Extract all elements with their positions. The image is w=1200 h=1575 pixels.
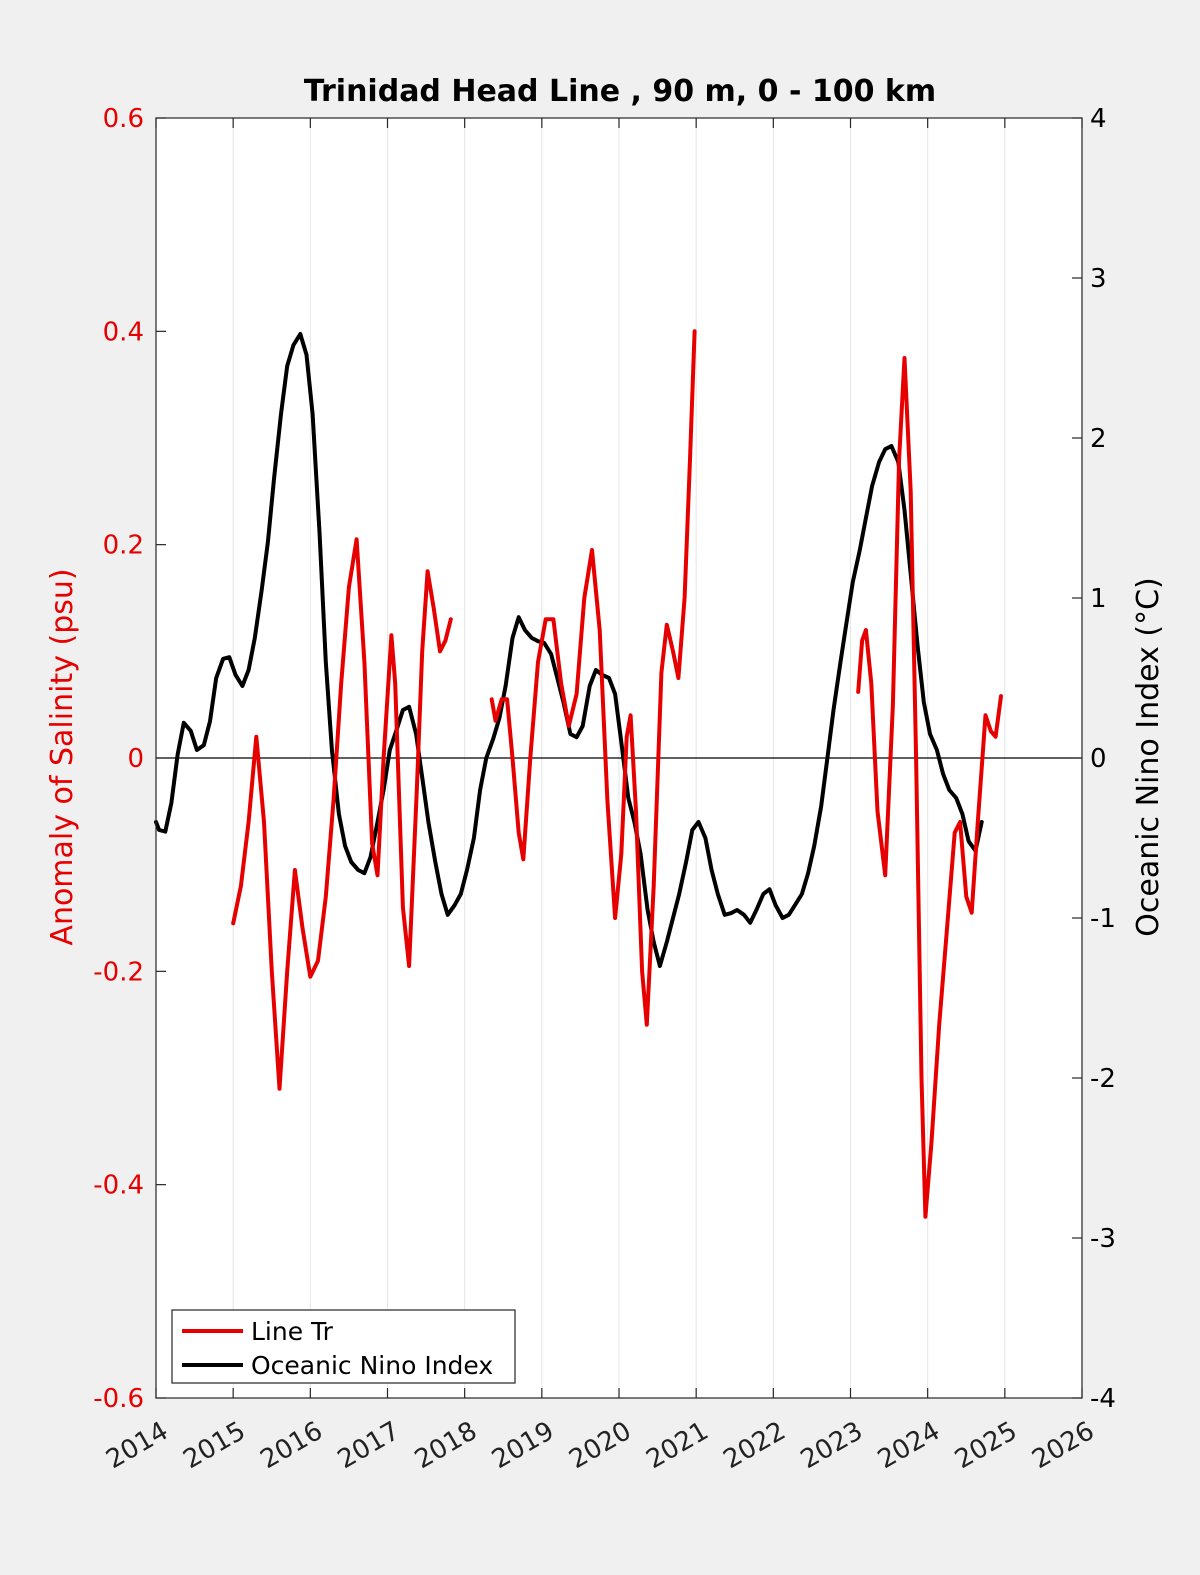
salinity-line-segment-2 [856,356,1003,1219]
right-axis-ticks: -4 -3 -2 -1 0 1 2 3 4 [1072,104,1116,1414]
y-left-tick-label: 0 [127,744,144,774]
y-left-tick-label: 0.6 [103,104,144,134]
y-left-tick-label: -0.2 [93,957,144,987]
y-left-tick-label: 0.4 [103,317,144,347]
y-right-tick-label: 3 [1090,264,1107,294]
y-axis-right-label: Oceanic Nino Index (°C) [1131,577,1166,937]
chart-title: Trinidad Head Line , 90 m, 0 - 100 km [304,74,936,109]
y-left-tick-label: -0.6 [93,1384,144,1414]
salinity-line-segment-0 [231,537,453,1091]
y-right-tick-label: 1 [1090,584,1107,614]
y-axis-left-label: Anomaly of Salinity (psu) [45,568,80,945]
y-left-tick-label: -0.4 [93,1171,144,1201]
legend: Line Tr Oceanic Nino Index [171,1309,516,1384]
y-left-tick-label: 0.2 [103,531,144,561]
y-right-tick-label: -2 [1090,1064,1116,1094]
y-right-tick-label: -4 [1090,1384,1116,1414]
legend-label-line-tr: Line Tr [251,1317,334,1346]
salinity-line-segment-1 [489,329,697,1027]
legend-box [171,1309,516,1384]
y-right-tick-label: -3 [1090,1224,1116,1254]
y-right-tick-label: 0 [1090,744,1107,774]
legend-label-oni: Oceanic Nino Index [251,1351,493,1380]
y-right-tick-label: 4 [1090,104,1107,134]
y-right-tick-label: -1 [1090,904,1116,934]
left-axis-ticks: -0.6 -0.4 -0.2 0 0.2 0.4 0.6 [93,104,166,1414]
series-layer [154,329,1003,1219]
y-right-tick-label: 2 [1090,424,1107,454]
